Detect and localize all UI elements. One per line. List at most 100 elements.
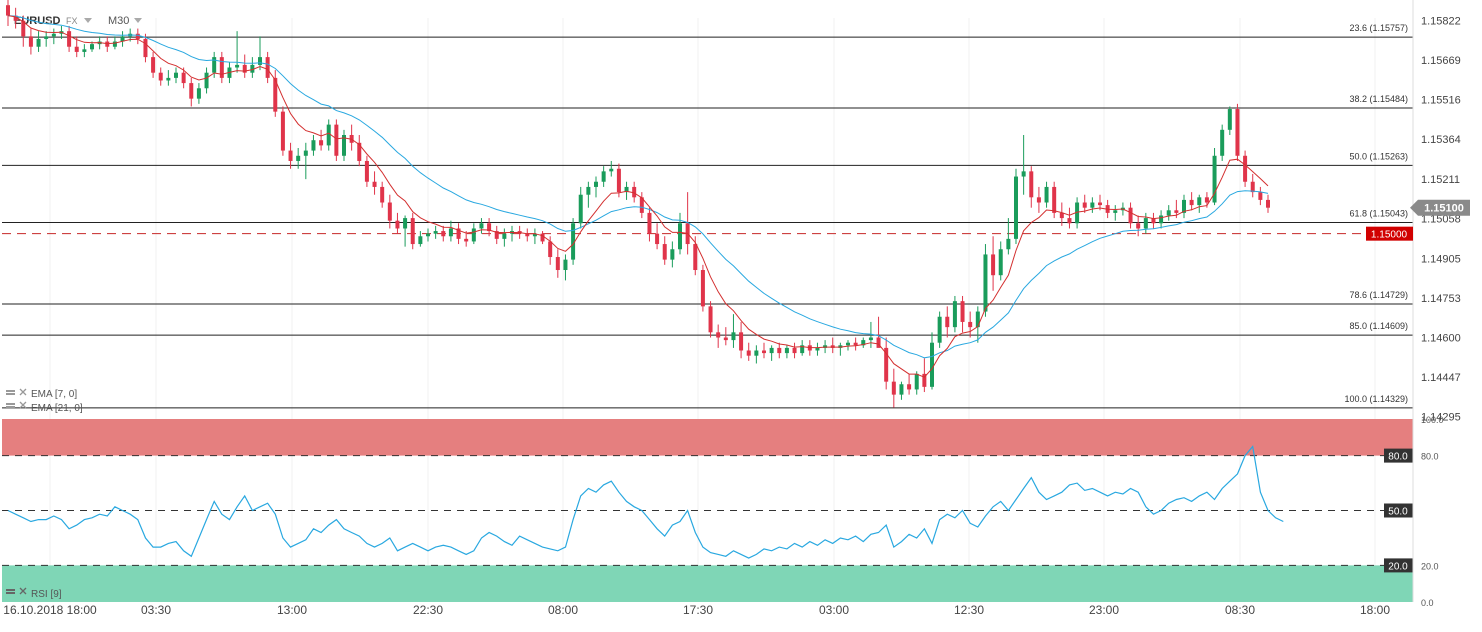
candle-body <box>311 140 316 151</box>
candle-body <box>21 20 26 37</box>
close-icon[interactable] <box>19 587 27 595</box>
candle <box>1143 212 1148 234</box>
candle <box>555 249 560 278</box>
candle-body <box>90 44 94 50</box>
candle-body <box>242 64 247 73</box>
fib-label: 38.2 (1.15484) <box>1349 94 1408 104</box>
candle <box>471 223 476 245</box>
candle <box>204 67 209 94</box>
candle-body <box>258 57 262 65</box>
market-dropdown-icon[interactable] <box>84 18 92 23</box>
market-label[interactable]: FX <box>66 16 78 26</box>
timeframe-dropdown-icon[interactable] <box>134 18 142 23</box>
rsi-legend[interactable]: RSI [9] <box>6 587 62 600</box>
candle-body <box>303 150 308 156</box>
candle <box>403 215 408 247</box>
candle-body <box>578 194 583 224</box>
candle-body <box>174 72 178 78</box>
rsi-tick-label: 20.0 <box>1421 561 1439 571</box>
candle-body <box>693 244 698 271</box>
current-price-label: 1.15100 <box>1424 203 1464 215</box>
candle <box>739 321 744 359</box>
timeframe-label[interactable]: M30 <box>108 15 129 27</box>
candle-body <box>998 249 1003 276</box>
candle-body <box>853 342 858 346</box>
candle <box>288 142 293 169</box>
candle <box>1059 202 1064 226</box>
candle-body <box>235 64 240 68</box>
menu-icon[interactable] <box>6 589 15 591</box>
candle <box>1212 147 1217 206</box>
candle-body <box>1036 197 1041 203</box>
candle-body <box>662 244 667 260</box>
candle <box>174 67 178 84</box>
candle <box>1090 197 1095 213</box>
candle <box>1021 135 1026 195</box>
candle-body <box>280 111 285 151</box>
menu-icon[interactable] <box>6 403 15 405</box>
candle-body <box>678 223 682 250</box>
candle <box>937 311 942 348</box>
menu-icon[interactable] <box>6 390 15 392</box>
candle-body <box>1235 109 1240 156</box>
candle-body <box>1143 218 1148 229</box>
candle-body <box>448 228 453 237</box>
price-tick-label: 1.14295 <box>1421 412 1461 424</box>
candle-body <box>387 202 392 221</box>
fibonacci-levels: 23.6 (1.15757) 38.2 (1.15484) 50.0 (1.1526… <box>2 23 1413 409</box>
time-tick-label: 23:00 <box>1089 603 1119 617</box>
candle <box>952 295 957 333</box>
candle <box>311 135 316 156</box>
ema21-legend[interactable]: EMA [21, 0] <box>6 401 83 414</box>
candle-body <box>189 83 194 99</box>
candle-body <box>876 337 881 348</box>
candle <box>303 142 308 180</box>
candle <box>487 218 492 237</box>
candle-body <box>1044 186 1049 203</box>
candle-body <box>1052 186 1057 213</box>
candle <box>991 236 996 291</box>
candle-body <box>1227 109 1232 130</box>
candle <box>380 181 385 208</box>
candle-body <box>616 168 621 193</box>
candle <box>616 163 621 198</box>
candle <box>6 0 10 26</box>
close-icon[interactable] <box>19 388 27 396</box>
candle <box>960 295 965 333</box>
candle <box>945 306 950 338</box>
candle <box>609 160 614 177</box>
candle <box>922 358 927 393</box>
symbol-label[interactable]: EURUSD <box>14 15 61 27</box>
candle <box>433 225 438 239</box>
candle-body <box>44 36 49 39</box>
close-icon[interactable] <box>19 401 27 409</box>
candle <box>67 25 72 52</box>
candle-body <box>433 231 438 234</box>
candle <box>120 31 125 47</box>
rsi-line <box>7 445 1284 559</box>
candle <box>1243 150 1248 187</box>
candle-body <box>937 316 942 343</box>
level-badge <box>1366 226 1413 241</box>
candle <box>441 225 446 242</box>
candle-body <box>655 233 660 245</box>
candle <box>166 70 171 86</box>
candle <box>1036 186 1041 213</box>
time-tick-label: 12:30 <box>954 603 984 617</box>
candle <box>868 321 873 348</box>
candle <box>1075 197 1080 229</box>
candle <box>372 171 377 195</box>
price-tick-label: 1.15516 <box>1421 95 1461 107</box>
candle <box>242 54 247 78</box>
ema7-legend[interactable]: EMA [7, 0] <box>6 388 77 400</box>
candle-body <box>1021 171 1026 177</box>
candle <box>296 147 301 169</box>
candle-body <box>945 316 950 328</box>
candle-body <box>1250 181 1255 193</box>
candle-body <box>792 347 797 354</box>
candle <box>983 244 988 317</box>
candle-body <box>342 135 346 156</box>
candle-body <box>357 142 362 161</box>
price-tick-label: 1.15669 <box>1421 55 1461 67</box>
candle-body <box>1220 129 1225 156</box>
